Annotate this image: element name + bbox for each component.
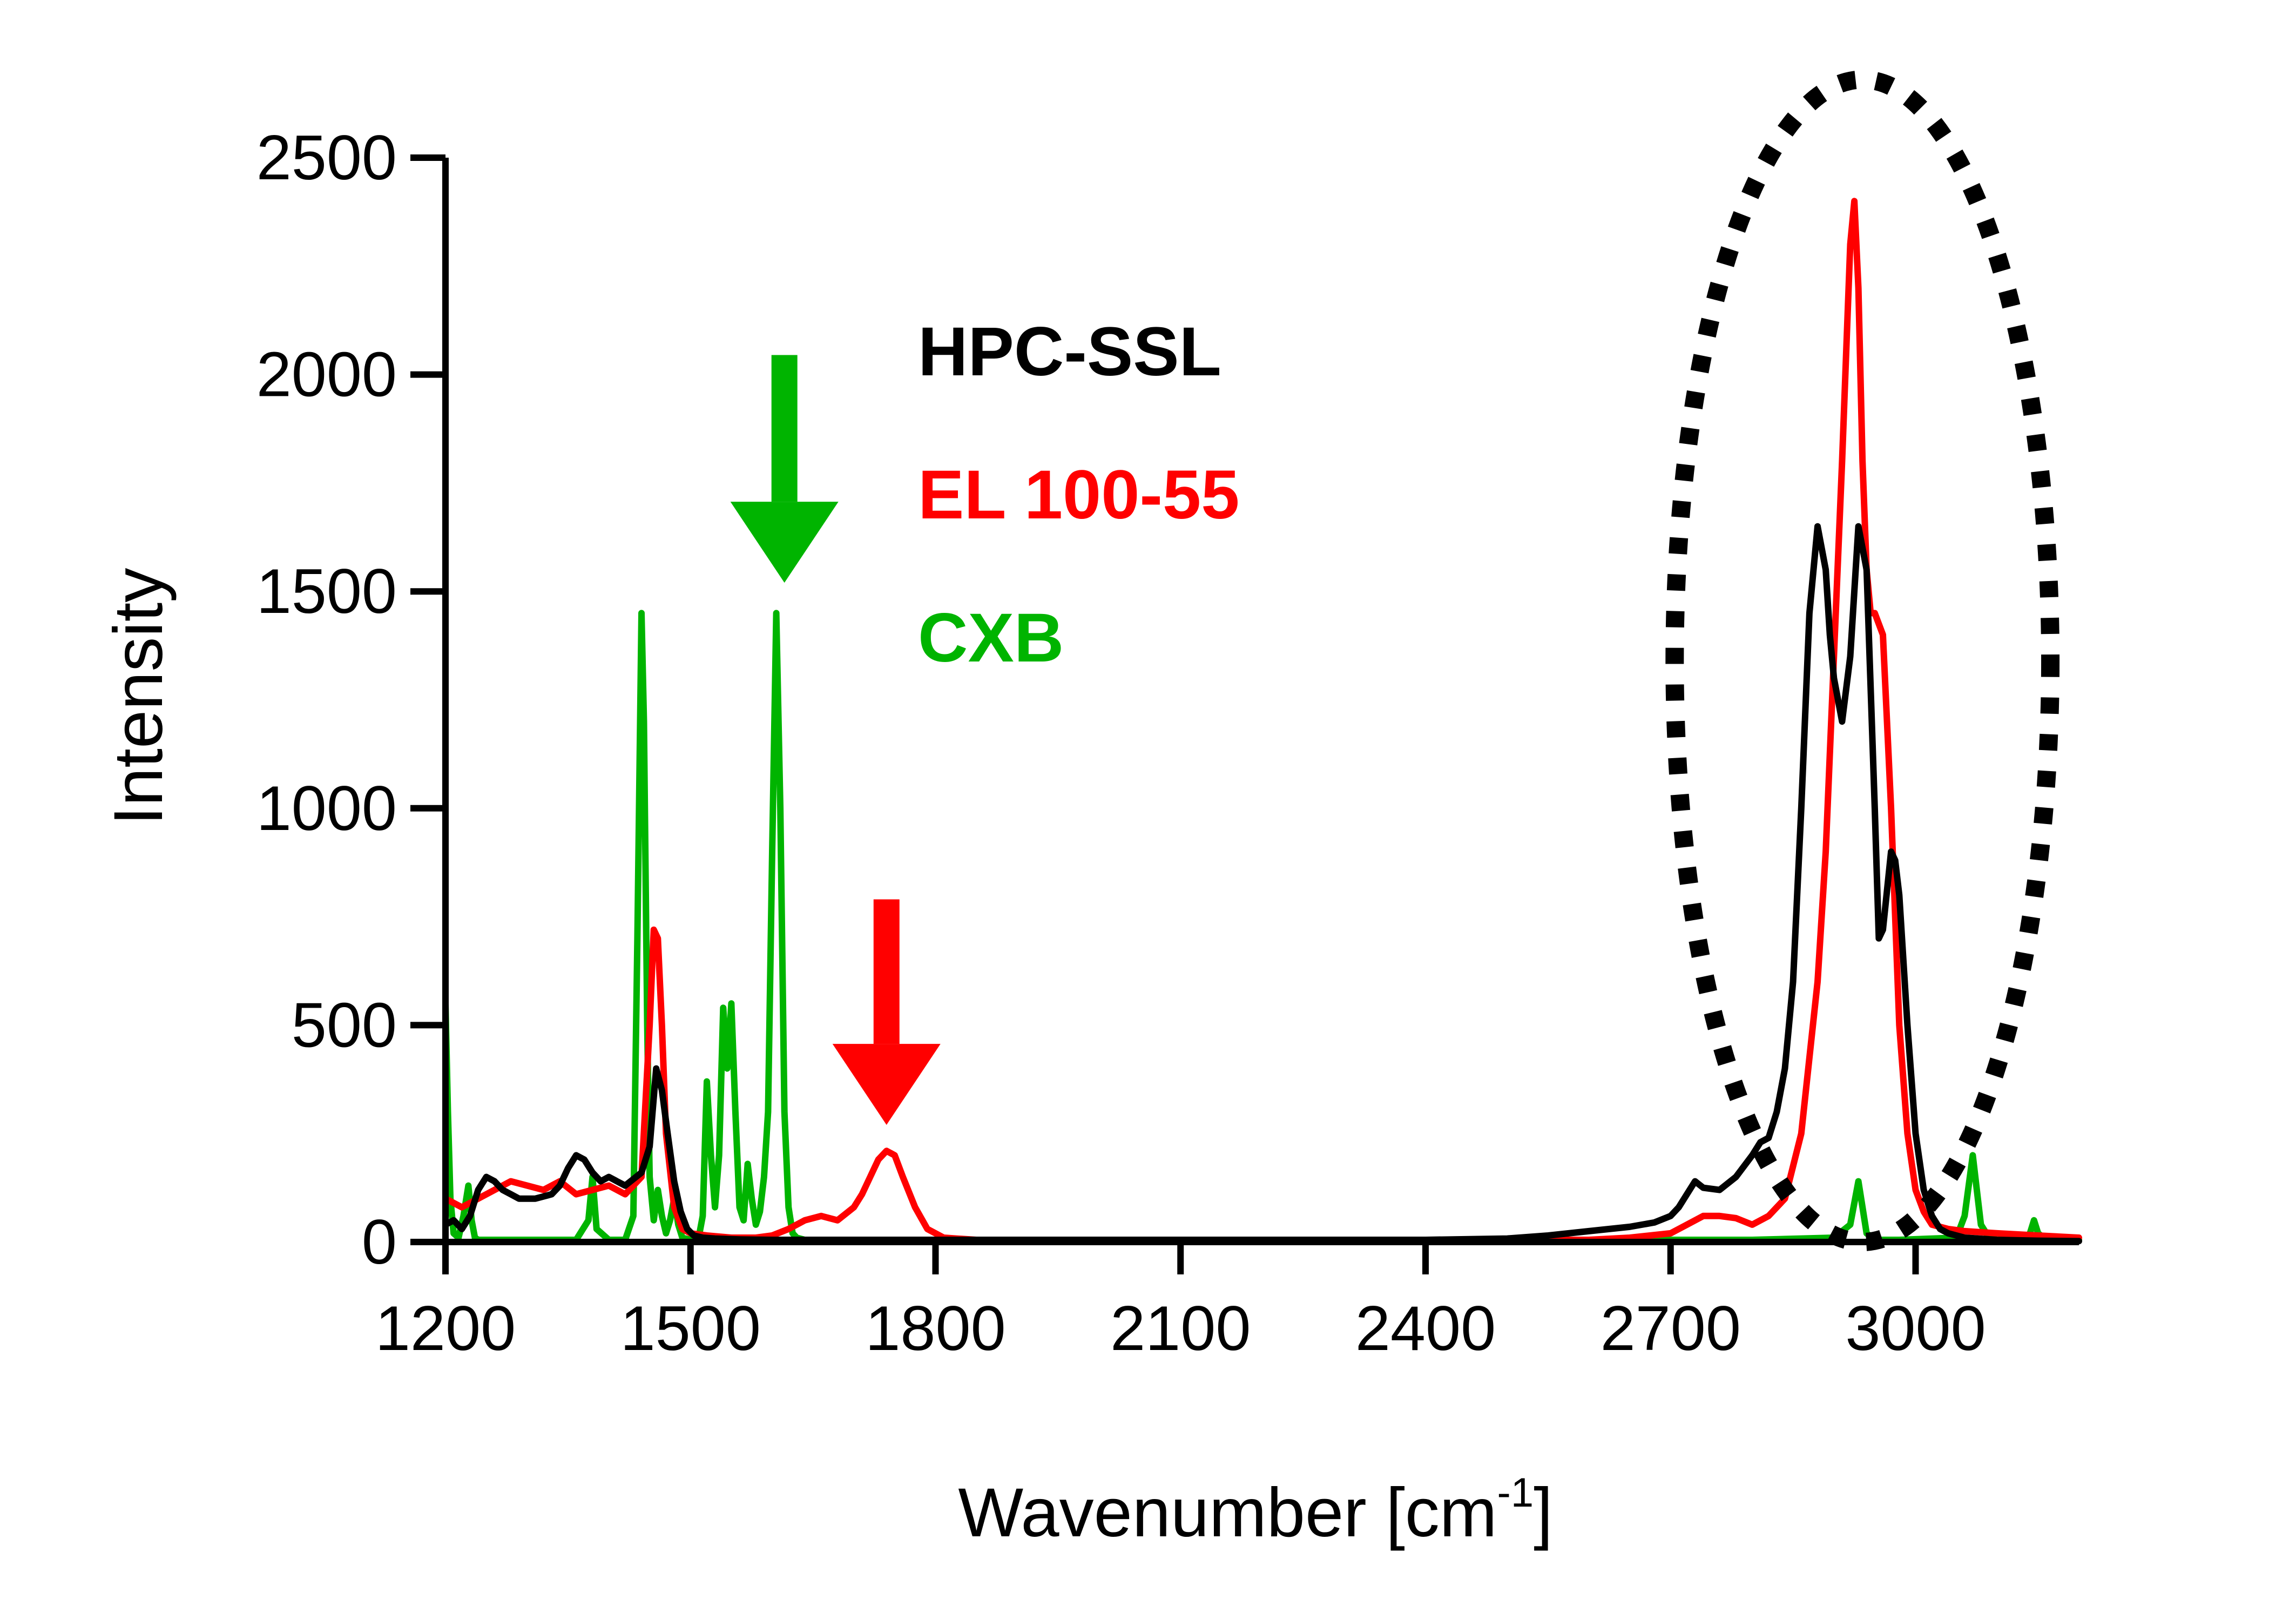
arrow-annotation-green xyxy=(730,355,839,583)
y-tick-label: 2500 xyxy=(256,122,397,193)
y-axis-title: Intensity xyxy=(100,568,177,826)
arrow-shaft xyxy=(771,355,798,502)
legend: HPC-SSL EL 100-55 CXB xyxy=(918,313,1239,677)
arrow-shaft xyxy=(873,899,900,1044)
x-axis-title-main: Wavenumber [cm xyxy=(958,1474,1497,1551)
x-tick-label: 2100 xyxy=(1110,1293,1251,1364)
x-tick-label: 1200 xyxy=(375,1293,516,1364)
x-axis-title: Wavenumber [cm-1] xyxy=(958,1470,1552,1551)
arrow-annotation-red xyxy=(832,899,941,1125)
x-tick-label: 3000 xyxy=(1845,1293,1986,1364)
dotted-ellipse-annotation xyxy=(1665,70,2060,1251)
arrow-head xyxy=(730,502,839,583)
x-axis-title-sup: -1 xyxy=(1497,1470,1534,1516)
legend-entry-el-100-55: EL 100-55 xyxy=(918,456,1239,534)
x-tick-label: 1800 xyxy=(865,1293,1005,1364)
x-tick-label: 1500 xyxy=(620,1293,761,1364)
ticks: 0 500 1000 1500 2000 2500 1200 1500 1800 2100 2400… xyxy=(256,122,1986,1364)
y-tick-label: 1500 xyxy=(256,556,397,626)
x-axis-title-close: ] xyxy=(1534,1474,1553,1551)
x-tick-label: 2700 xyxy=(1601,1293,1741,1364)
plot-lines xyxy=(442,198,2082,1245)
x-tick-label: 2400 xyxy=(1355,1293,1496,1364)
axes xyxy=(442,158,2079,1245)
annotations xyxy=(730,70,2060,1251)
y-tick-label: 0 xyxy=(362,1206,397,1277)
legend-entry-hpc-ssl: HPC-SSL xyxy=(918,313,1221,390)
y-tick-label: 2000 xyxy=(256,339,397,410)
y-tick-label: 1000 xyxy=(256,773,397,843)
y-tick-label: 500 xyxy=(292,989,397,1060)
series-line-hpc-ssl xyxy=(442,523,2082,1245)
arrow-head xyxy=(832,1044,941,1125)
series-line-el-100-55 xyxy=(442,198,2082,1243)
legend-entry-cxb: CXB xyxy=(918,599,1064,677)
